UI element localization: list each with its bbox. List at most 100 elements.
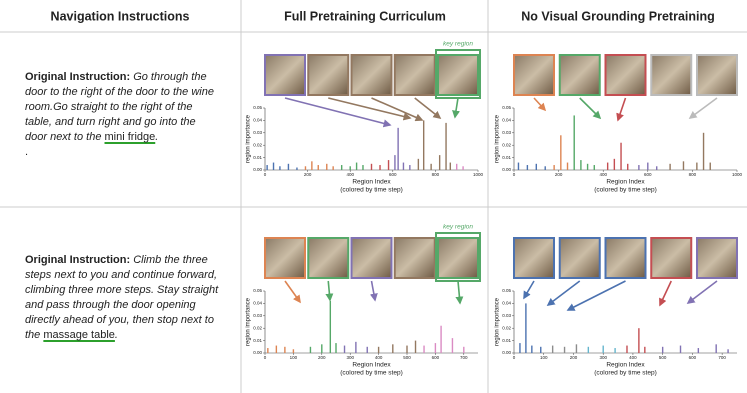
frame-image — [604, 54, 647, 96]
x-tick-label: 100 — [290, 355, 298, 360]
importance-bar — [697, 348, 700, 353]
importance-bar — [638, 328, 640, 353]
instruction-target: massage table — [43, 329, 115, 341]
x-tick-label: 0 — [264, 355, 267, 360]
importance-bar — [535, 163, 537, 170]
x-tick-label: 200 — [318, 355, 326, 360]
importance-bar — [332, 166, 334, 170]
x-tick-label: 600 — [389, 172, 397, 177]
importance-bar — [679, 345, 682, 353]
axis-note: (colored by time step) — [340, 370, 403, 377]
importance-bar — [284, 346, 286, 353]
arrow — [414, 97, 442, 119]
importance-bar — [406, 345, 408, 353]
importance-bar — [409, 165, 411, 170]
x-tick-label: 1000 — [473, 172, 484, 177]
importance-bar — [438, 155, 441, 170]
importance-bar — [602, 345, 604, 353]
frame-image — [437, 54, 479, 96]
x-tick-label: 400 — [346, 172, 354, 177]
x-tick-label: 500 — [403, 355, 411, 360]
key-region-label: key region — [443, 41, 473, 48]
y-tick-label: 0.04 — [253, 301, 262, 306]
importance-bar — [560, 135, 562, 170]
importance-bar — [451, 338, 454, 353]
importance-bar — [377, 346, 380, 353]
column-header: No Visual Grounding Pretraining — [521, 9, 715, 23]
importance-bar — [329, 300, 332, 353]
y-tick-label: 0.02 — [502, 325, 511, 330]
importance-bar — [587, 346, 590, 353]
y-axis-label: region importance — [246, 114, 252, 163]
x-tick-label: 600 — [432, 355, 440, 360]
importance-bar — [627, 163, 629, 170]
x-tick-label: 100 — [540, 355, 548, 360]
y-tick-label: 0.00 — [253, 350, 262, 355]
x-tick-label: 300 — [346, 355, 354, 360]
importance-bar — [279, 166, 281, 170]
importance-bar — [379, 165, 381, 170]
importance-bar — [321, 344, 323, 353]
y-tick-label: 0.05 — [253, 105, 262, 110]
arrow — [546, 280, 581, 306]
importance-bar — [366, 346, 368, 353]
frame-image — [696, 54, 738, 96]
importance-bar — [544, 166, 546, 170]
frame-image — [513, 54, 555, 96]
arrow — [533, 97, 547, 112]
importance-bar — [614, 348, 616, 353]
y-tick-label: 0.05 — [253, 288, 262, 293]
x-tick-label: 200 — [570, 355, 578, 360]
importance-bar — [682, 161, 685, 170]
frame-image — [393, 237, 436, 279]
frame-image — [650, 54, 693, 96]
x-tick-label: 0 — [264, 172, 267, 177]
frame-image — [350, 54, 393, 96]
importance-bar — [606, 162, 609, 170]
y-tick-label: 0.00 — [253, 167, 262, 172]
frame-image — [264, 54, 306, 96]
instruction: Original Instruction: Go through the doo… — [25, 70, 220, 160]
frame-image — [558, 237, 601, 279]
frame-image — [513, 237, 555, 279]
importance-bar — [551, 345, 554, 353]
importance-bar — [445, 122, 447, 170]
y-tick-label: 0.04 — [502, 118, 511, 123]
importance-bar — [434, 343, 437, 353]
importance-bar — [463, 346, 465, 353]
x-tick-label: 400 — [599, 172, 607, 177]
importance-bar — [540, 346, 542, 353]
importance-bar — [593, 165, 595, 170]
x-tick-label: 600 — [689, 355, 697, 360]
instruction-trailing: . — [25, 146, 29, 158]
column-header: Navigation Instructions — [51, 9, 190, 23]
importance-bar — [362, 165, 364, 170]
axis-note: (colored by time step) — [594, 187, 657, 194]
importance-bar — [349, 166, 351, 170]
arrow — [688, 97, 718, 119]
arrow — [452, 97, 460, 119]
x-tick-label: 0 — [513, 355, 516, 360]
arrow — [566, 280, 626, 311]
x-tick-label: 800 — [689, 172, 697, 177]
importance-bar — [525, 303, 527, 353]
frame-image — [437, 237, 479, 279]
importance-bar — [317, 165, 319, 170]
frame-image — [604, 237, 647, 279]
y-tick-label: 0.02 — [502, 142, 511, 147]
x-tick-label: 300 — [599, 355, 607, 360]
x-tick-label: 400 — [375, 355, 383, 360]
x-tick-label: 600 — [644, 172, 652, 177]
instruction-target: mini fridge — [104, 131, 156, 143]
y-tick-label: 0.03 — [253, 130, 262, 135]
arrow — [325, 280, 334, 302]
importance-bar — [715, 344, 717, 353]
x-axis-label: Region Index — [606, 179, 645, 186]
importance-bar — [449, 162, 452, 170]
arrow — [328, 97, 412, 121]
importance-bar — [266, 165, 268, 170]
importance-bar — [613, 158, 616, 170]
instruction-end: . — [114, 329, 118, 341]
y-tick-label: 0.01 — [502, 338, 511, 343]
y-tick-label: 0.03 — [502, 130, 511, 135]
